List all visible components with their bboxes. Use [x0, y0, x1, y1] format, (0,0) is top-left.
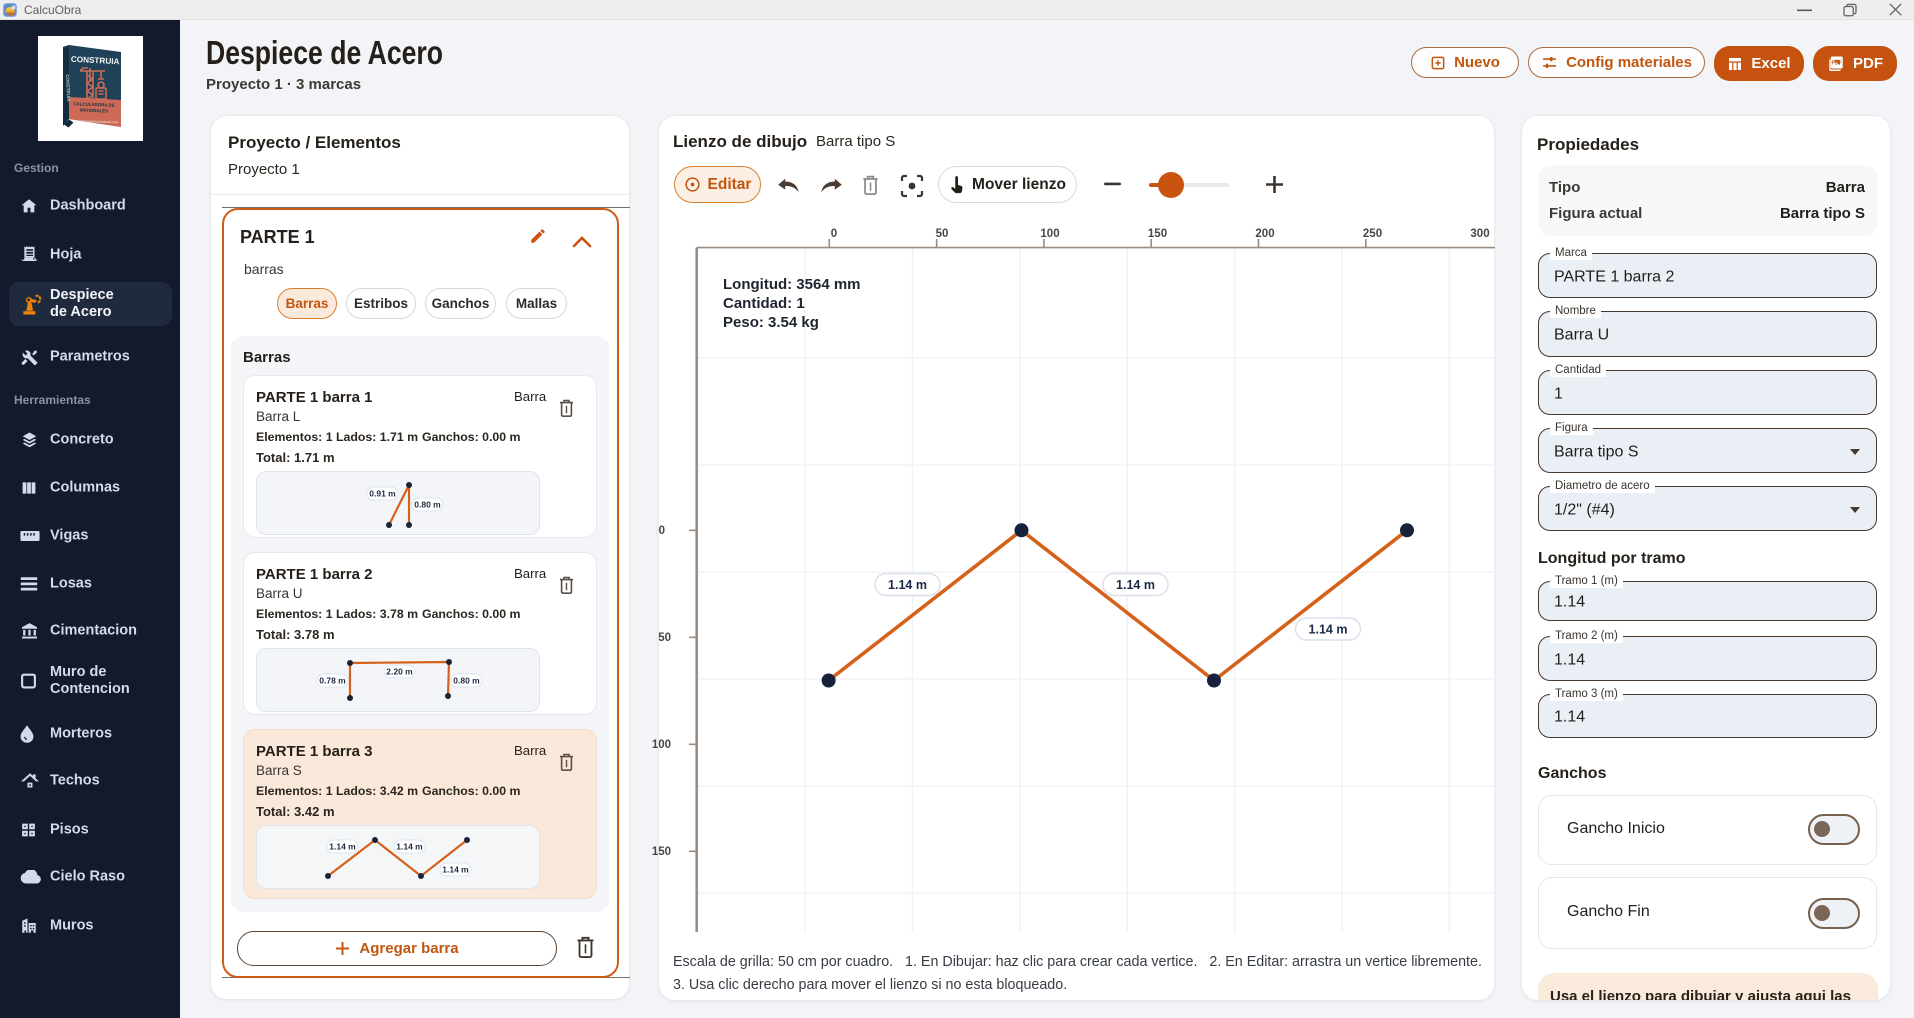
svg-text:100: 100: [652, 739, 671, 751]
svg-text:50: 50: [936, 228, 949, 240]
svg-text:CALCULADORA DE: CALCULADORA DE: [73, 101, 115, 107]
svg-text:0: 0: [659, 525, 665, 537]
svg-text:1.14 m: 1.14 m: [442, 865, 469, 875]
svg-text:1.14 m: 1.14 m: [396, 842, 423, 852]
svg-text:150: 150: [1148, 228, 1167, 240]
svg-text:Cantidad: 1: Cantidad: 1: [723, 295, 805, 312]
svg-text:CONSTRUIA: CONSTRUIA: [71, 55, 120, 67]
svg-text:0.91 m: 0.91 m: [369, 489, 396, 499]
svg-text:1.14 m: 1.14 m: [1116, 578, 1155, 592]
svg-text:PDF: PDF: [1832, 60, 1843, 66]
svg-text:50: 50: [658, 632, 671, 644]
svg-text:0: 0: [831, 228, 837, 240]
svg-text:Longitud: 3564 mm: Longitud: 3564 mm: [723, 276, 861, 293]
svg-text:www.construyetusmaterial.com: www.construyetusmaterial.com: [72, 119, 119, 125]
svg-text:2.20 m: 2.20 m: [386, 667, 413, 677]
svg-text:1.14 m: 1.14 m: [329, 842, 356, 852]
svg-text:MATERIALES: MATERIALES: [80, 108, 108, 114]
svg-text:150: 150: [652, 846, 671, 858]
svg-text:250: 250: [1363, 228, 1382, 240]
svg-text:Peso: 3.54 kg: Peso: 3.54 kg: [723, 314, 819, 331]
svg-text:1.14 m: 1.14 m: [888, 578, 927, 592]
svg-text:1.14 m: 1.14 m: [1309, 623, 1348, 637]
svg-text:200: 200: [1255, 228, 1274, 240]
svg-text:0.78 m: 0.78 m: [319, 676, 346, 686]
svg-text:CONSTRUIA: CONSTRUIA: [65, 74, 71, 102]
svg-text:100: 100: [1040, 228, 1059, 240]
svg-text:300: 300: [1470, 228, 1489, 240]
svg-text:0.80 m: 0.80 m: [453, 676, 480, 686]
svg-text:0.80 m: 0.80 m: [414, 500, 441, 510]
